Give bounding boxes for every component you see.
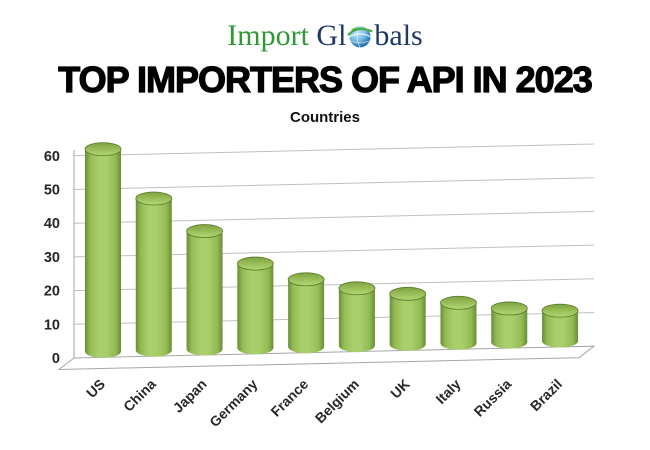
brand-logo: Import Gl bals (0, 19, 650, 57)
bar-top-cap (541, 303, 579, 318)
bar-top-cap (338, 281, 376, 296)
x-tick-label-italy: Italy (432, 376, 463, 407)
x-tick-label-us: US (83, 376, 108, 401)
bar-body (85, 149, 121, 352)
bar-top-cap (135, 191, 173, 206)
bar-france (287, 272, 325, 354)
bar-brazil (541, 303, 579, 348)
x-tick-label-germany: Germany (206, 376, 260, 430)
x-tick-label-japan: Japan (170, 376, 210, 416)
bar-top-cap (490, 301, 528, 316)
y-tick-label-50: 50 (44, 183, 60, 199)
bar-top-cap (440, 295, 477, 310)
bar-us (84, 142, 122, 358)
bar-china (135, 191, 173, 357)
y-tick-label-10: 10 (44, 317, 60, 333)
x-tick-label-belgium: Belgium (312, 376, 362, 426)
gridline-60 (73, 143, 595, 157)
x-tick-label-uk: UK (387, 376, 413, 402)
bar-top-cap (186, 224, 224, 239)
logo-text-import: Import (227, 19, 309, 52)
gridline-50 (73, 177, 595, 190)
chart-subtitle: Countries (289, 109, 360, 126)
logo-text-bals: bals (374, 19, 423, 52)
y-tick-label-20: 20 (44, 284, 60, 300)
bar-uk (389, 286, 427, 351)
bar-body (288, 279, 325, 347)
bar-body (237, 263, 274, 348)
bar-germany (236, 256, 274, 355)
bar-body (135, 198, 172, 351)
y-tick-label-60: 60 (44, 149, 60, 165)
x-tick-label-brazil: Brazil (527, 376, 565, 414)
bar-top-cap (389, 286, 427, 301)
bar-belgium (338, 281, 376, 353)
bar-top-cap (236, 256, 274, 271)
y-tick-label-0: 0 (52, 351, 60, 367)
bar-body (338, 288, 375, 346)
bar-top-cap (287, 272, 325, 287)
bar-italy (440, 295, 477, 350)
x-tick-label-russia: Russia (471, 376, 515, 420)
y-tick-label-40: 40 (44, 216, 60, 232)
logo-text-gl: Gl (316, 19, 347, 52)
y-tick-label-30: 30 (44, 250, 60, 266)
globe-icon (347, 23, 373, 57)
x-tick-label-france: France (267, 376, 311, 420)
bar-top-cap (84, 142, 122, 157)
bar-body (186, 231, 223, 350)
chart-floor (57, 345, 596, 371)
x-tick-label-china: China (120, 376, 159, 415)
bar-russia (490, 301, 528, 349)
bar-japan (186, 224, 224, 356)
page-title: TOP IMPORTERS OF API IN 2023 (58, 58, 594, 100)
bar-body (389, 293, 426, 345)
